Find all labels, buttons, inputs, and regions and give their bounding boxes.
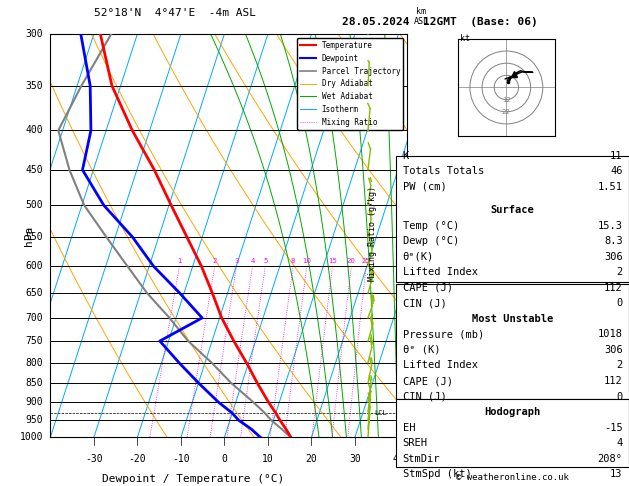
Text: 15: 15 [328,258,337,264]
Text: 1: 1 [177,258,182,264]
Text: © weatheronline.co.uk: © weatheronline.co.uk [456,473,569,482]
Text: 4: 4 [411,330,416,340]
Text: 2: 2 [213,258,217,264]
Text: 0: 0 [221,453,227,464]
Text: 112: 112 [604,283,623,293]
Text: 8: 8 [291,258,296,264]
Text: 600: 600 [26,261,43,271]
Text: 2: 2 [616,361,623,370]
Text: K: K [403,151,409,160]
Text: θᵉ(K): θᵉ(K) [403,252,434,261]
Text: 950: 950 [26,415,43,425]
Text: Totals Totals: Totals Totals [403,166,484,176]
Text: 550: 550 [26,232,43,242]
Text: 13: 13 [610,469,623,479]
Text: -15: -15 [604,423,623,433]
Text: LCL: LCL [374,410,387,416]
Text: 750: 750 [26,336,43,346]
Text: Surface: Surface [491,205,535,215]
Text: 10: 10 [303,258,311,264]
Text: CIN (J): CIN (J) [403,392,447,401]
Text: 7: 7 [411,215,416,225]
Text: CAPE (J): CAPE (J) [403,283,452,293]
Text: Dewp (°C): Dewp (°C) [403,236,459,246]
Text: 850: 850 [26,378,43,388]
Text: 3: 3 [411,366,416,376]
Text: 2: 2 [411,400,416,410]
Text: Pressure (mb): Pressure (mb) [403,330,484,339]
Text: hPa: hPa [24,226,34,246]
Text: 450: 450 [26,165,43,175]
Text: StmSpd (kt): StmSpd (kt) [403,469,471,479]
Text: CAPE (J): CAPE (J) [403,376,452,386]
Text: 4: 4 [250,258,255,264]
Text: 25: 25 [362,258,370,264]
Text: km
ASL: km ASL [414,6,429,26]
Text: 20: 20 [306,453,317,464]
Text: 400: 400 [26,125,43,136]
Text: 650: 650 [26,288,43,298]
Text: 2: 2 [616,267,623,277]
Text: Most Unstable: Most Unstable [472,314,554,324]
Text: -20: -20 [128,453,146,464]
Text: 40: 40 [392,453,404,464]
Text: 900: 900 [26,397,43,407]
Text: 700: 700 [26,313,43,323]
Text: 20: 20 [347,258,356,264]
Text: Lifted Index: Lifted Index [403,267,477,277]
Text: EH: EH [403,423,415,433]
Text: 112: 112 [604,376,623,386]
Text: 1: 1 [411,433,416,442]
Text: CIN (J): CIN (J) [403,298,447,308]
Text: θᵉ (K): θᵉ (K) [403,345,440,355]
Text: Temp (°C): Temp (°C) [403,221,459,230]
Text: kt: kt [460,35,470,43]
Text: 350: 350 [26,81,43,91]
Text: 22: 22 [502,109,511,115]
Text: 12: 12 [502,97,511,103]
Text: 52°18'N  4°47'E  -4m ASL: 52°18'N 4°47'E -4m ASL [94,8,256,18]
Text: StmDir: StmDir [403,454,440,464]
Text: 800: 800 [26,358,43,367]
Text: 28.05.2024  12GMT  (Base: 06): 28.05.2024 12GMT (Base: 06) [342,17,538,27]
Text: 46: 46 [610,166,623,176]
Text: 4: 4 [616,438,623,448]
Text: 5: 5 [411,293,416,303]
Text: 0: 0 [616,392,623,401]
Text: 11: 11 [610,151,623,160]
Text: 1018: 1018 [598,330,623,339]
Text: 0: 0 [616,298,623,308]
Text: Hodograph: Hodograph [484,407,541,417]
Text: Lifted Index: Lifted Index [403,361,477,370]
Legend: Temperature, Dewpoint, Parcel Trajectory, Dry Adiabat, Wet Adiabat, Isotherm, Mi: Temperature, Dewpoint, Parcel Trajectory… [297,38,403,130]
Text: 306: 306 [604,252,623,261]
Text: PW (cm): PW (cm) [403,182,447,191]
Text: 208°: 208° [598,454,623,464]
Text: 5: 5 [263,258,267,264]
Text: 6: 6 [411,255,416,264]
Text: 1000: 1000 [19,433,43,442]
Text: -10: -10 [172,453,190,464]
Text: Dewpoint / Temperature (°C): Dewpoint / Temperature (°C) [102,474,284,484]
Text: 8: 8 [411,173,416,183]
Text: 3: 3 [234,258,239,264]
Text: Mixing Ratio (g/kg): Mixing Ratio (g/kg) [368,186,377,281]
Text: 15.3: 15.3 [598,221,623,230]
Text: SREH: SREH [403,438,428,448]
Text: -30: -30 [85,453,103,464]
Text: 10: 10 [262,453,274,464]
Text: 500: 500 [26,200,43,210]
Text: 8.3: 8.3 [604,236,623,246]
Text: 306: 306 [604,345,623,355]
Text: 300: 300 [26,29,43,39]
Text: 1.51: 1.51 [598,182,623,191]
Text: 30: 30 [349,453,361,464]
